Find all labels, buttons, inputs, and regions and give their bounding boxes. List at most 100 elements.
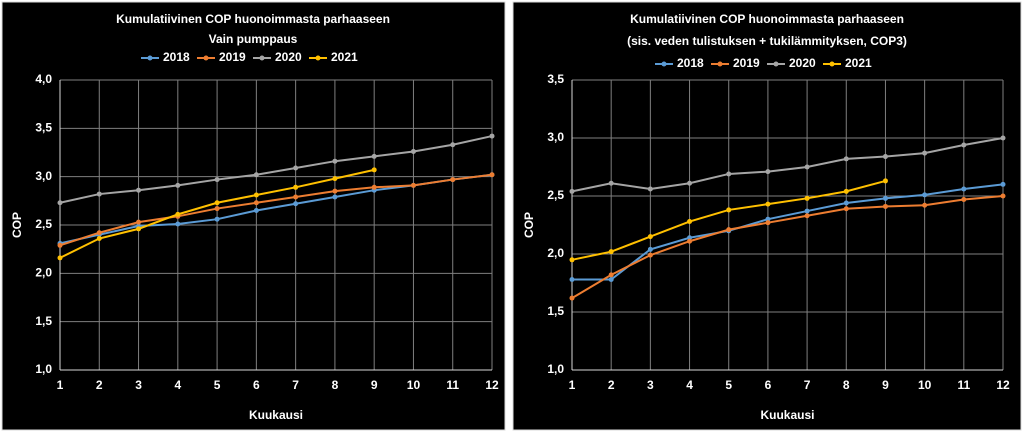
chart-subtitle: (sis. veden tulistuksen + tukilämmitykse… bbox=[627, 34, 907, 48]
data-point bbox=[765, 216, 771, 222]
y-tick-label: 1,5 bbox=[35, 314, 52, 328]
data-point bbox=[371, 167, 377, 173]
legend-label: 2020 bbox=[789, 56, 816, 70]
legend-label: 2021 bbox=[331, 50, 358, 64]
data-point bbox=[882, 203, 888, 209]
data-point bbox=[922, 150, 928, 156]
data-point bbox=[96, 191, 102, 197]
legend-label: 2019 bbox=[219, 50, 246, 64]
data-point bbox=[687, 235, 693, 241]
legend-label: 2018 bbox=[677, 56, 704, 70]
y-tick-label: 4,0 bbox=[35, 72, 52, 86]
x-tick-label: 12 bbox=[485, 378, 499, 392]
legend-marker bbox=[661, 61, 667, 67]
data-point bbox=[647, 186, 653, 192]
x-tick-label: 12 bbox=[996, 378, 1010, 392]
y-tick-label: 1,5 bbox=[547, 304, 564, 318]
data-point bbox=[371, 184, 377, 190]
data-point bbox=[687, 180, 693, 186]
y-tick-label: 2,0 bbox=[35, 266, 52, 280]
x-tick-label: 3 bbox=[135, 378, 142, 392]
data-point bbox=[843, 188, 849, 194]
data-point bbox=[332, 194, 338, 200]
data-point bbox=[804, 213, 810, 219]
x-tick-label: 11 bbox=[446, 378, 459, 392]
data-point bbox=[214, 177, 220, 183]
data-point bbox=[843, 156, 849, 162]
data-point bbox=[843, 200, 849, 206]
data-point bbox=[961, 196, 967, 202]
data-point bbox=[57, 200, 63, 206]
data-point bbox=[293, 194, 299, 200]
data-point bbox=[569, 277, 575, 283]
legend-marker bbox=[829, 61, 835, 67]
data-point bbox=[608, 272, 614, 278]
data-point bbox=[569, 188, 575, 194]
data-point bbox=[804, 164, 810, 170]
x-tick-label: 2 bbox=[96, 378, 103, 392]
x-tick-label: 5 bbox=[725, 378, 732, 392]
data-point bbox=[765, 201, 771, 207]
legend-label: 2021 bbox=[845, 56, 872, 70]
x-tick-label: 8 bbox=[332, 378, 339, 392]
data-point bbox=[1000, 193, 1006, 199]
data-point bbox=[726, 207, 732, 213]
data-point bbox=[371, 153, 377, 159]
data-point bbox=[214, 216, 220, 222]
data-point bbox=[804, 195, 810, 201]
x-tick-label: 5 bbox=[214, 378, 221, 392]
legend-marker bbox=[717, 61, 723, 67]
data-point bbox=[253, 208, 259, 213]
y-tick-label: 1,0 bbox=[547, 362, 564, 376]
series-line bbox=[59, 135, 493, 204]
data-point bbox=[175, 221, 181, 227]
legend-marker bbox=[315, 55, 321, 61]
x-tick-label: 6 bbox=[253, 378, 260, 392]
data-point bbox=[332, 176, 338, 182]
data-point bbox=[569, 257, 575, 263]
series-line bbox=[571, 137, 1004, 193]
x-tick-label: 8 bbox=[843, 378, 850, 392]
x-tick-label: 2 bbox=[608, 378, 615, 392]
data-point bbox=[961, 186, 967, 192]
legend-label: 2019 bbox=[733, 56, 760, 70]
x-tick-label: 11 bbox=[957, 378, 970, 392]
data-point bbox=[96, 236, 102, 242]
x-tick-label: 9 bbox=[371, 378, 378, 392]
chart-subtitle: Vain pumppaus bbox=[209, 32, 298, 46]
data-point bbox=[608, 249, 614, 255]
data-point bbox=[332, 158, 338, 164]
data-point bbox=[922, 202, 928, 208]
x-tick-label: 6 bbox=[765, 378, 772, 392]
data-point bbox=[765, 220, 771, 226]
data-point bbox=[922, 192, 928, 198]
x-tick-label: 4 bbox=[686, 378, 693, 392]
data-point bbox=[214, 200, 220, 206]
series-line bbox=[572, 183, 1004, 281]
data-point bbox=[332, 188, 338, 194]
data-point bbox=[882, 195, 888, 201]
data-point bbox=[765, 169, 771, 175]
y-tick-label: 2,0 bbox=[547, 246, 564, 260]
x-tick-label: 4 bbox=[174, 378, 181, 392]
x-axis-label: Kuukausi bbox=[760, 408, 814, 422]
data-point bbox=[96, 230, 102, 236]
x-tick-label: 10 bbox=[918, 378, 932, 392]
data-point bbox=[647, 246, 653, 252]
data-point bbox=[608, 277, 614, 283]
y-tick-label: 3,5 bbox=[547, 72, 564, 86]
data-point bbox=[687, 219, 693, 225]
legend-marker bbox=[147, 55, 153, 61]
data-point bbox=[57, 255, 63, 261]
chart-title: Kumulatiivinen COP huonoimmasta parhaase… bbox=[116, 12, 390, 26]
data-point bbox=[882, 178, 888, 184]
y-axis-label: COP bbox=[522, 212, 536, 238]
data-point bbox=[843, 206, 849, 212]
data-point bbox=[1000, 135, 1006, 141]
data-point bbox=[804, 208, 810, 214]
data-point bbox=[647, 252, 653, 258]
x-axis-label: Kuukausi bbox=[249, 408, 303, 422]
y-tick-label: 3,0 bbox=[35, 169, 52, 183]
data-point bbox=[726, 227, 732, 233]
